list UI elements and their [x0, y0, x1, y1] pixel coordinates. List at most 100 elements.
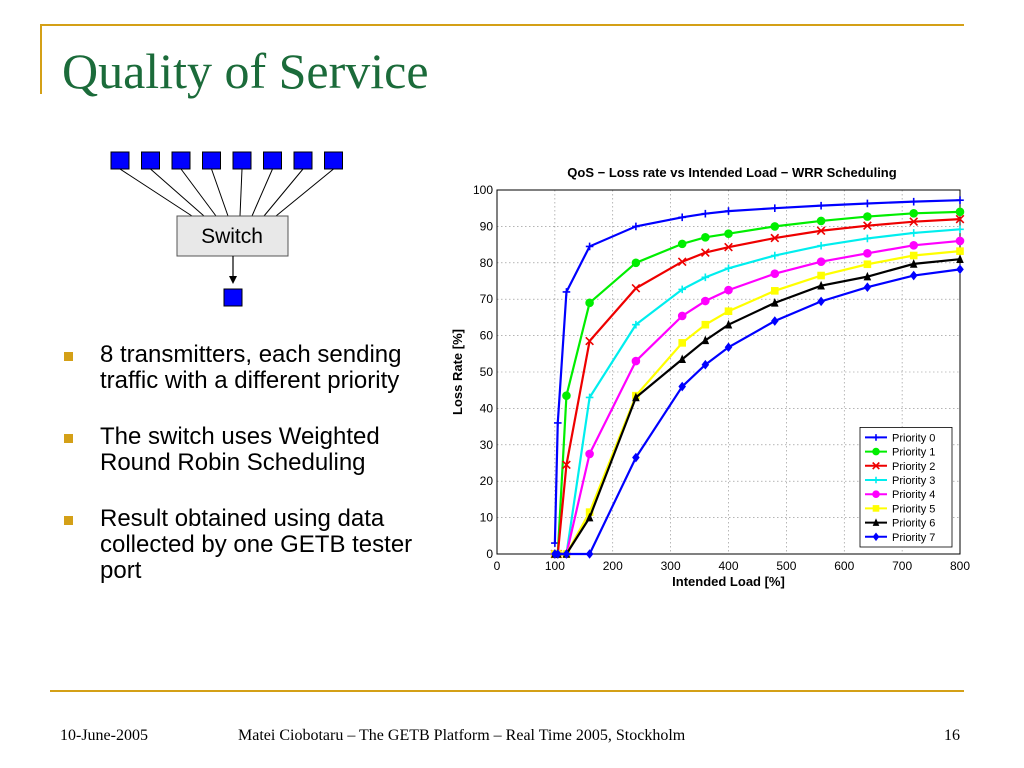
x-tick-label: 300 [661, 559, 681, 573]
data-point [863, 212, 872, 221]
footer-title: Matei Ciobotaru – The GETB Platform – Re… [238, 727, 686, 744]
x-tick-label: 200 [603, 559, 623, 573]
data-point [632, 392, 640, 402]
data-point [770, 222, 780, 231]
x-tick-label: 600 [834, 559, 854, 573]
legend-marker [872, 476, 880, 484]
data-point [863, 199, 872, 208]
legend-marker [872, 518, 880, 526]
bullet-item: Result obtained using data collected by … [60, 506, 450, 584]
data-point [724, 207, 733, 215]
data-point [909, 270, 918, 281]
transmitter-box [232, 151, 252, 170]
data-point [724, 285, 733, 295]
x-tick-label: 0 [494, 559, 501, 573]
bullet-list: 8 transmitters, each sending traffic wit… [60, 342, 450, 614]
x-tick-label: 800 [950, 559, 970, 573]
y-axis-ticks: 0 10 20 30 40 50 60 70 80 90 100 [473, 183, 493, 561]
transmitter-box [263, 151, 282, 170]
data-point [701, 320, 710, 329]
footer-date: 10-June-2005 [60, 727, 148, 744]
y-tick-label: 10 [480, 511, 494, 525]
y-tick-label: 80 [480, 256, 494, 270]
legend-label: Priority 5 [892, 503, 935, 515]
data-point [955, 214, 965, 224]
legend-label: Priority 0 [892, 432, 935, 444]
data-point [585, 512, 594, 522]
data-point [816, 216, 826, 226]
data-point [562, 460, 571, 470]
y-tick-label: 20 [480, 474, 494, 488]
legend-label: Priority 2 [892, 461, 935, 473]
transmitter-box [324, 151, 343, 170]
data-point [553, 549, 562, 559]
plot-area [496, 189, 961, 555]
data-point [631, 258, 641, 268]
y-tick-label: 40 [480, 401, 494, 415]
data-point [678, 381, 686, 392]
receiver-box [223, 288, 243, 307]
data-point [770, 269, 780, 279]
data-point [955, 236, 965, 246]
loss-rate-chart: QoS − Loss rate vs Intended Load − WRR S… [450, 165, 971, 589]
data-point [909, 197, 918, 206]
legend-label: Priority 4 [892, 489, 935, 501]
data-point [771, 204, 779, 212]
data-point [771, 298, 779, 307]
chart-title: QoS − Loss rate vs Intended Load − WRR S… [567, 165, 896, 180]
y-tick-label: 50 [480, 365, 494, 379]
data-point [863, 234, 872, 243]
switch-label: Switch [201, 225, 263, 248]
data-point [678, 339, 686, 347]
data-point [863, 271, 872, 281]
data-point [562, 288, 571, 296]
data-point [863, 249, 872, 258]
transmitter-boxes [110, 151, 343, 170]
x-tick-label: 400 [718, 559, 738, 573]
legend-marker [872, 434, 880, 441]
data-point [632, 222, 640, 231]
data-point [562, 391, 571, 400]
data-point [631, 356, 641, 366]
transmitter-box [110, 151, 130, 170]
data-point [678, 213, 686, 222]
y-tick-label: 60 [480, 329, 494, 343]
data-point [700, 248, 710, 257]
x-axis-ticks: 0 100 200 300 400 500 600 700 800 [494, 559, 971, 573]
square-bullet-icon [64, 516, 73, 525]
bullet-item: The switch uses Weighted Round Robin Sch… [60, 424, 450, 476]
data-point [909, 259, 918, 268]
data-point [724, 242, 733, 252]
bullet-text: Result obtained using data collected by … [100, 505, 413, 584]
data-point [863, 221, 872, 231]
data-point [585, 549, 594, 559]
data-point [863, 282, 872, 292]
data-point [553, 419, 562, 427]
data-point [771, 287, 779, 295]
data-point [956, 264, 964, 275]
square-bullet-icon [64, 352, 73, 361]
square-bullet-icon [64, 434, 73, 443]
data-point [585, 449, 594, 459]
data-point [701, 273, 710, 282]
x-tick-label: 700 [892, 559, 912, 573]
data-point [817, 296, 825, 307]
top-rule [40, 24, 964, 26]
transmitter-links [119, 168, 334, 217]
transmitter-link [150, 168, 205, 217]
data-point [909, 217, 919, 227]
transmitter-link [239, 168, 243, 217]
y-tick-label: 0 [486, 547, 493, 561]
data-point [632, 452, 640, 463]
data-point [817, 241, 825, 250]
legend-box [859, 426, 953, 548]
data-point [631, 283, 641, 293]
transmitter-link [211, 168, 229, 217]
left-rule [40, 24, 42, 94]
bullet-item: 8 transmitters, each sending traffic wit… [60, 342, 450, 394]
data-point [632, 320, 640, 329]
transmitter-box [293, 151, 313, 170]
data-point [909, 229, 918, 237]
legend-marker [872, 505, 880, 512]
data-point [909, 251, 918, 260]
